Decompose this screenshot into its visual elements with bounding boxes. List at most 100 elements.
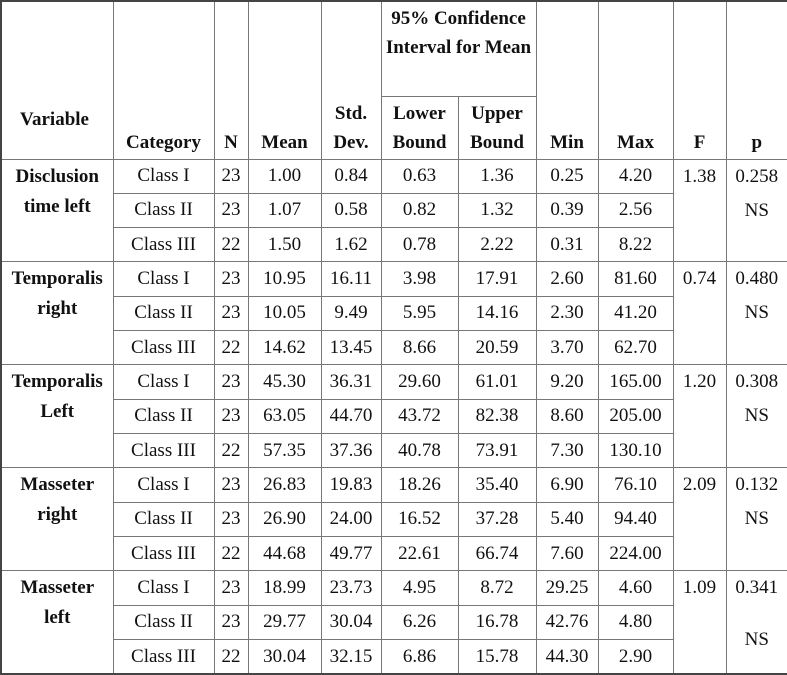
table-row: Masseter left Class I 23 18.99 23.73 4.95 8.72…: [0, 570, 787, 675]
data-cell: 5.40: [535, 501, 599, 538]
data-cell: 2.60: [535, 261, 599, 297]
data-cell: 66.74: [457, 536, 537, 572]
f-cell: 0.74: [672, 261, 727, 366]
data-cell: 0.84: [320, 158, 382, 194]
header-cell: Min: [535, 0, 599, 160]
data-cell: 26.90: [247, 501, 322, 538]
data-cell: 23: [213, 604, 249, 641]
data-cell: 42.76: [535, 604, 599, 641]
data-cell: Class I: [112, 364, 215, 400]
header-cell: Lower Bound: [380, 95, 459, 160]
data-cell: Class III: [112, 433, 215, 469]
data-cell: 7.30: [535, 433, 599, 469]
header-cell: N: [213, 0, 249, 160]
significance: NS: [744, 405, 769, 427]
data-cell: 23: [213, 501, 249, 538]
p-cell: 0.132 NS: [725, 467, 787, 572]
p-cell: 0.341 NS: [725, 570, 787, 675]
table-row: Class II 23 63.05 44.70 43.72 82.38 8.60 205.00: [1, 398, 787, 435]
table-row: Class III 22 30.04 32.15 6.86 15.78 44.30 2.90: [1, 639, 787, 675]
data-cell: 23: [213, 364, 249, 400]
data-cell: 36.31: [320, 364, 382, 400]
data-cell: 9.49: [320, 295, 382, 332]
table-row: Class II 23 29.77 30.04 6.26 16.78 42.76 4.80: [1, 604, 787, 641]
data-cell: 18.26: [380, 467, 459, 503]
data-cell: Class I: [112, 467, 215, 503]
data-cell: Class I: [112, 158, 215, 194]
variable-cell: Temporalis right: [0, 261, 114, 366]
variable-cell: Temporalis Left: [0, 364, 114, 469]
data-cell: 1.32: [457, 192, 537, 229]
data-cell: 16.78: [457, 604, 537, 641]
p-value: 0.132: [735, 474, 779, 496]
f-cell: 2.09: [672, 467, 727, 572]
table-row: Class III 22 44.68 49.77 22.61 66.74 7.60 224.0…: [1, 536, 787, 572]
data-cell: 130.10: [597, 433, 674, 469]
data-cell: 81.60: [597, 261, 674, 297]
data-cell: 30.04: [247, 639, 322, 675]
data-cell: 6.90: [535, 467, 599, 503]
data-cell: 18.99: [247, 570, 322, 606]
data-cell: 44.30: [535, 639, 599, 675]
data-cell: 57.35: [247, 433, 322, 469]
table-row: Class III 22 57.35 37.36 40.78 73.91 7.30 130.1…: [1, 433, 787, 469]
data-cell: 165.00: [597, 364, 674, 400]
data-cell: 8.60: [535, 398, 599, 435]
data-cell: 0.39: [535, 192, 599, 229]
header-cell: Mean: [247, 0, 322, 160]
data-cell: 94.40: [597, 501, 674, 538]
data-cell: Class II: [112, 398, 215, 435]
data-cell: Class III: [112, 330, 215, 366]
data-cell: 43.72: [380, 398, 459, 435]
data-cell: 23: [213, 467, 249, 503]
data-cell: Class II: [112, 501, 215, 538]
header-cell: Upper Bound: [457, 95, 537, 160]
data-cell: 62.70: [597, 330, 674, 366]
data-cell: 23: [213, 192, 249, 229]
data-cell: 22.61: [380, 536, 459, 572]
data-cell: 0.25: [535, 158, 599, 194]
data-cell: Class II: [112, 295, 215, 332]
data-cell: 44.70: [320, 398, 382, 435]
data-cell: 0.31: [535, 227, 599, 263]
data-cell: 23: [213, 295, 249, 332]
data-cell: 205.00: [597, 398, 674, 435]
data-cell: 6.86: [380, 639, 459, 675]
p-value: 0.258: [735, 165, 779, 187]
f-cell: 1.38: [672, 158, 727, 263]
significance: NS: [744, 629, 769, 651]
data-cell: 0.78: [380, 227, 459, 263]
data-cell: 45.30: [247, 364, 322, 400]
significance: NS: [744, 508, 769, 530]
data-cell: 1.07: [247, 192, 322, 229]
data-cell: 16.11: [320, 261, 382, 297]
data-cell: 20.59: [457, 330, 537, 366]
header-cell: Std. Dev.: [320, 0, 382, 160]
data-cell: 26.83: [247, 467, 322, 503]
data-cell: Class III: [112, 227, 215, 263]
data-cell: 14.16: [457, 295, 537, 332]
data-cell: 0.63: [380, 158, 459, 194]
data-cell: 23: [213, 158, 249, 194]
data-cell: 22: [213, 330, 249, 366]
data-cell: 2.90: [597, 639, 674, 675]
data-cell: 14.62: [247, 330, 322, 366]
data-cell: 17.91: [457, 261, 537, 297]
table-body: Disclusion time left Class I 23 1.00 0.84 0.6…: [0, 158, 787, 675]
data-cell: 6.26: [380, 604, 459, 641]
data-cell: 82.38: [457, 398, 537, 435]
p-cell: 0.308 NS: [725, 364, 787, 469]
data-cell: 22: [213, 433, 249, 469]
data-cell: 8.72: [457, 570, 537, 606]
table-row: Temporalis right Class I 23 10.95 16.11 3.98 1…: [0, 261, 787, 366]
data-cell: 23: [213, 570, 249, 606]
data-cell: 44.68: [247, 536, 322, 572]
data-cell: 37.28: [457, 501, 537, 538]
variable-cell: Masseter left: [0, 570, 114, 675]
data-cell: 1.00: [247, 158, 322, 194]
header-cell: p: [725, 0, 787, 160]
data-cell: 40.78: [380, 433, 459, 469]
data-cell: 0.58: [320, 192, 382, 229]
data-cell: 29.60: [380, 364, 459, 400]
